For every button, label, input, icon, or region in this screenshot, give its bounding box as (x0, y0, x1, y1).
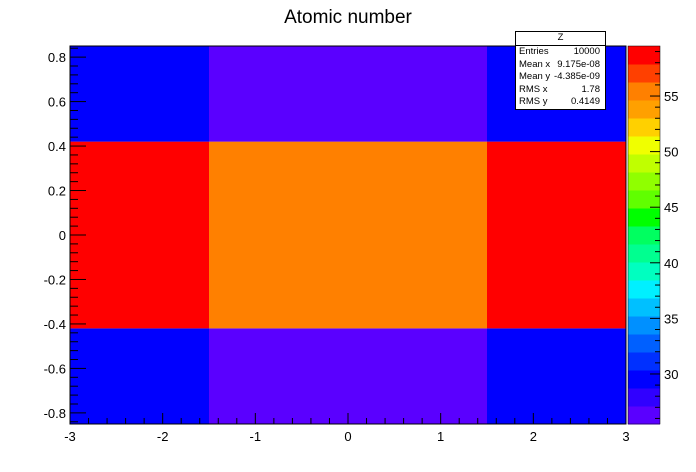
colorbar-segment (628, 316, 660, 335)
chart-title: Atomic number (284, 7, 412, 28)
stats-value: 0.4149 (570, 96, 600, 107)
stats-label: Entries (519, 46, 549, 57)
y-tick-label: -0.4 (44, 317, 66, 332)
y-tick-label: 0.2 (48, 184, 66, 199)
colorbar-segment (628, 136, 660, 155)
colorbar-segment (628, 64, 660, 83)
heatmap-cell (70, 328, 209, 424)
colorbar-tick-label: 45 (664, 200, 678, 215)
x-tick-label: -2 (157, 429, 169, 444)
colorbar-segment (628, 298, 660, 317)
stats-title: Z (516, 32, 605, 46)
colorbar-segment (628, 118, 660, 137)
y-tick-label: -0.6 (44, 361, 66, 376)
stats-box: Z Entries 10000 Mean x 9.175e-08 Mean y … (515, 31, 606, 110)
heatmap-cell (487, 328, 626, 424)
stats-label: Mean x (519, 58, 551, 70)
colorbar-segment (628, 334, 660, 353)
stats-label: RMS y (519, 96, 548, 107)
colorbar-segment (628, 226, 660, 245)
y-tick-label: 0.6 (48, 95, 66, 110)
colorbar-segment (628, 388, 660, 407)
x-tick-label: 0 (344, 429, 351, 444)
colorbar-segment (628, 262, 660, 281)
colorbar-segment (628, 406, 660, 425)
x-tick-label: 3 (622, 429, 629, 444)
stats-value: 10000 (573, 46, 600, 57)
heatmap-cell (209, 328, 487, 424)
colorbar-segment (628, 190, 660, 209)
colorbar-frame (627, 45, 661, 425)
x-tick-label: -3 (64, 429, 76, 444)
heatmap-cell (70, 46, 209, 142)
stats-row-rms-y: RMS y 0.4149 (516, 96, 605, 109)
y-tick-label: -0.8 (44, 406, 66, 421)
colorbar-segment (628, 172, 660, 191)
colorbar-segment (628, 280, 660, 299)
colorbar-segment (628, 352, 660, 371)
heatmap-cell (70, 141, 209, 329)
colorbar-segment (628, 208, 660, 227)
stats-row-entries: Entries 10000 (516, 46, 605, 59)
colorbar-tick-label: 35 (664, 311, 678, 326)
y-tick-label: 0.8 (48, 50, 66, 65)
stats-row-rms-x: RMS x 1.78 (516, 84, 605, 97)
colorbar-segment (628, 100, 660, 119)
heatmap-cell (209, 141, 487, 329)
stats-value: -4.385e-09 (554, 71, 600, 82)
stats-row-mean-x: Mean x 9.175e-08 (516, 59, 605, 72)
colorbar-segment (628, 370, 660, 389)
colorbar-tick-label: 40 (664, 256, 678, 271)
colorbar-tick-label: 55 (664, 89, 678, 104)
x-tick-label: 1 (437, 429, 444, 444)
y-tick-label: 0 (59, 228, 66, 243)
stats-value: 9.175e-08 (557, 58, 600, 70)
y-tick-label: -0.2 (44, 272, 66, 287)
colorbar-segment (628, 154, 660, 173)
heatmap-cell (209, 46, 487, 142)
colorbar-tick-label: 30 (664, 367, 678, 382)
stats-label: Mean y (519, 71, 551, 82)
colorbar-tick-label: 50 (664, 145, 678, 160)
stats-label: RMS x (519, 83, 548, 95)
stats-value: 1.78 (581, 83, 601, 95)
y-tick-label: 0.4 (48, 139, 66, 154)
heatmap-cell (487, 141, 626, 329)
x-tick-label: -1 (250, 429, 262, 444)
x-tick-label: 2 (530, 429, 537, 444)
stats-row-mean-y: Mean y -4.385e-09 (516, 71, 605, 84)
colorbar-segment (628, 244, 660, 263)
colorbar-segment (628, 46, 660, 65)
